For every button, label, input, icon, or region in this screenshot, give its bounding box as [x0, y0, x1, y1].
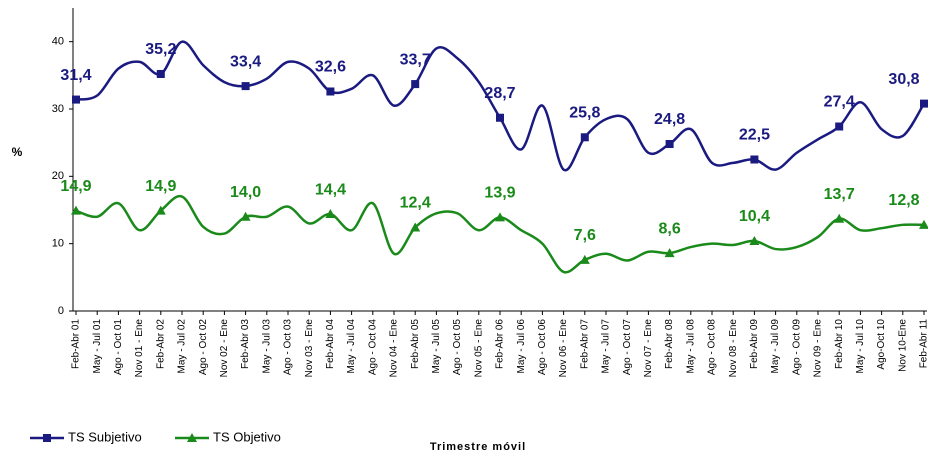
- x-tick-label: Ago - Oct 06: [537, 319, 548, 376]
- data-label: 10,4: [739, 208, 770, 225]
- x-tick-label: May - Jul 06: [516, 319, 527, 374]
- marker: [750, 155, 759, 164]
- marker: [187, 433, 197, 442]
- marker: [43, 434, 51, 442]
- data-label: 12,8: [888, 192, 919, 209]
- x-tick-label: Nov 04 - Ene: [389, 319, 400, 378]
- marker: [155, 205, 166, 215]
- x-tick-label: Feb-Abr 01: [71, 319, 82, 369]
- data-label: 27,4: [824, 94, 855, 111]
- x-tick-label: Nov 03 - Ene: [304, 319, 315, 378]
- x-tick-label: Nov 06 - Ene: [558, 319, 569, 378]
- x-tick-label: Ago - Oct 09: [791, 319, 802, 376]
- x-tick-label: Feb-Abr 03: [240, 319, 251, 369]
- x-tick-label: Nov 02 - Ene: [219, 319, 230, 378]
- marker: [496, 113, 504, 122]
- marker: [326, 87, 335, 96]
- x-tick-label: Nov 08 - Ene: [728, 319, 739, 378]
- marker: [580, 133, 589, 142]
- y-tick-label: 10: [52, 238, 64, 250]
- x-tick-label: Feb-Abr 05: [410, 319, 421, 369]
- marker: [919, 219, 928, 229]
- marker: [241, 82, 250, 91]
- x-tick-label: May - Jul 01: [92, 319, 103, 374]
- x-tick-label: May - Jul 02: [177, 319, 188, 374]
- x-tick-label: Feb-Abr 09: [749, 319, 760, 369]
- data-label: 35,2: [145, 41, 176, 58]
- y-axis-label: %: [12, 145, 23, 159]
- x-tick-label: Feb-Abr 07: [579, 319, 590, 369]
- marker: [325, 209, 336, 219]
- y-tick-label: 40: [52, 36, 64, 48]
- x-tick-label: Feb-Abr 11: [919, 319, 928, 369]
- marker: [834, 213, 845, 223]
- x-tick-label: May - Jul 07: [601, 319, 612, 374]
- data-label: 33,7: [400, 51, 431, 68]
- x-tick-label: Ago - Oct 05: [452, 319, 463, 376]
- marker: [495, 212, 505, 222]
- data-label: 12,4: [400, 195, 431, 212]
- data-label: 30,8: [888, 71, 919, 88]
- y-tick-label: 0: [58, 305, 64, 317]
- x-tick-label: May - Jul 09: [770, 319, 781, 374]
- x-tick-label: May - Jul 03: [261, 319, 272, 374]
- data-label: 14,9: [145, 178, 176, 195]
- x-tick-label: Feb-Abr 06: [495, 319, 506, 369]
- marker: [156, 69, 165, 78]
- data-label: 28,7: [484, 85, 515, 102]
- legend-label: TS Subjetivo: [68, 429, 142, 444]
- marker: [920, 99, 928, 108]
- data-label: 7,6: [574, 227, 596, 244]
- x-tick-label: Nov 05 - Ene: [473, 319, 484, 378]
- x-tick-label: May - Jul 08: [685, 319, 696, 374]
- marker: [411, 80, 420, 89]
- x-tick-label: Nov 07 - Ene: [643, 319, 654, 378]
- data-label: 25,8: [569, 104, 600, 121]
- data-label: 32,6: [315, 59, 346, 76]
- data-label: 14,0: [230, 184, 261, 201]
- x-tick-label: Feb-Abr 10: [834, 319, 845, 369]
- x-tick-label: May - Jul 05: [431, 319, 442, 374]
- marker: [835, 122, 844, 131]
- data-label: 31,4: [60, 67, 91, 84]
- marker: [749, 235, 760, 245]
- x-tick-label: Feb-Abr 08: [664, 319, 675, 369]
- x-tick-label: Nov 01 - Ene: [134, 319, 145, 378]
- data-label: 13,7: [824, 186, 855, 203]
- marker: [410, 222, 421, 232]
- marker: [579, 254, 590, 264]
- x-tick-label: Nov 10-Ene: [897, 319, 908, 372]
- x-tick-label: Ago - Oct 03: [283, 319, 294, 376]
- data-label: 22,5: [739, 127, 770, 144]
- marker: [72, 95, 80, 104]
- marker: [240, 211, 251, 221]
- data-label: 14,4: [315, 181, 346, 198]
- marker: [665, 140, 674, 149]
- data-label: 13,9: [484, 185, 515, 202]
- x-tick-label: May - Jul 04: [346, 319, 357, 374]
- x-tick-label: Ago - Oct 04: [367, 319, 378, 376]
- x-tick-label: Ago-Oct 10: [876, 319, 887, 370]
- x-tick-label: Ago - Oct 02: [198, 319, 209, 376]
- data-label: 24,8: [654, 111, 685, 128]
- series-line: [75, 194, 925, 274]
- x-tick-label: Nov 09 - Ene: [813, 319, 824, 378]
- x-tick-label: Ago - Oct 08: [707, 319, 718, 376]
- y-tick-label: 20: [52, 170, 64, 182]
- marker: [664, 248, 675, 258]
- series-line: [75, 40, 926, 172]
- marker: [71, 205, 81, 215]
- data-label: 8,6: [658, 220, 680, 237]
- y-tick-label: 30: [52, 103, 64, 115]
- data-label: 33,4: [230, 53, 261, 70]
- x-axis-label: Trimestre móvil: [430, 441, 526, 453]
- x-tick-label: May - Jul 10: [855, 319, 866, 374]
- data-label: 14,9: [60, 178, 91, 195]
- x-tick-label: Ago - Oct 07: [622, 319, 633, 376]
- x-tick-label: Feb-Abr 02: [155, 319, 166, 369]
- legend-label: TS Objetivo: [213, 429, 281, 444]
- x-tick-label: Ago - Oct 01: [113, 319, 124, 376]
- x-tick-label: Feb-Abr 04: [325, 319, 336, 369]
